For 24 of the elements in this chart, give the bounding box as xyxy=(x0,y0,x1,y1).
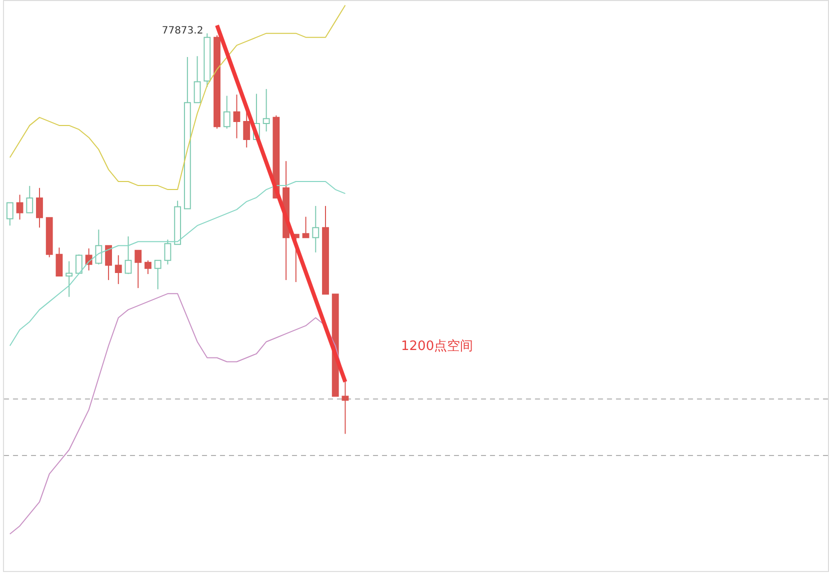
candlestick xyxy=(36,187,43,228)
candlestick xyxy=(66,260,73,298)
candlestick xyxy=(105,245,112,281)
text: 1200点空间 xyxy=(401,339,474,354)
candlestick xyxy=(233,94,240,139)
candlestick xyxy=(124,236,132,275)
candlestick xyxy=(302,216,310,238)
candlestick xyxy=(114,254,122,285)
candlestick xyxy=(342,380,349,434)
candlestick xyxy=(95,229,102,265)
candlestick xyxy=(164,239,172,265)
candlestick xyxy=(154,260,162,290)
candlestick xyxy=(85,248,92,271)
candlestick xyxy=(312,205,320,253)
candlestick xyxy=(26,185,34,214)
candlestick xyxy=(56,247,63,277)
annotation: 77873.2 xyxy=(162,25,204,36)
candlestick xyxy=(16,194,24,220)
candlestick xyxy=(6,202,14,226)
candlestick xyxy=(194,56,201,104)
candlestick xyxy=(144,260,152,275)
candlestick xyxy=(134,250,142,289)
candlestick xyxy=(262,88,270,132)
candlestick xyxy=(223,95,230,130)
